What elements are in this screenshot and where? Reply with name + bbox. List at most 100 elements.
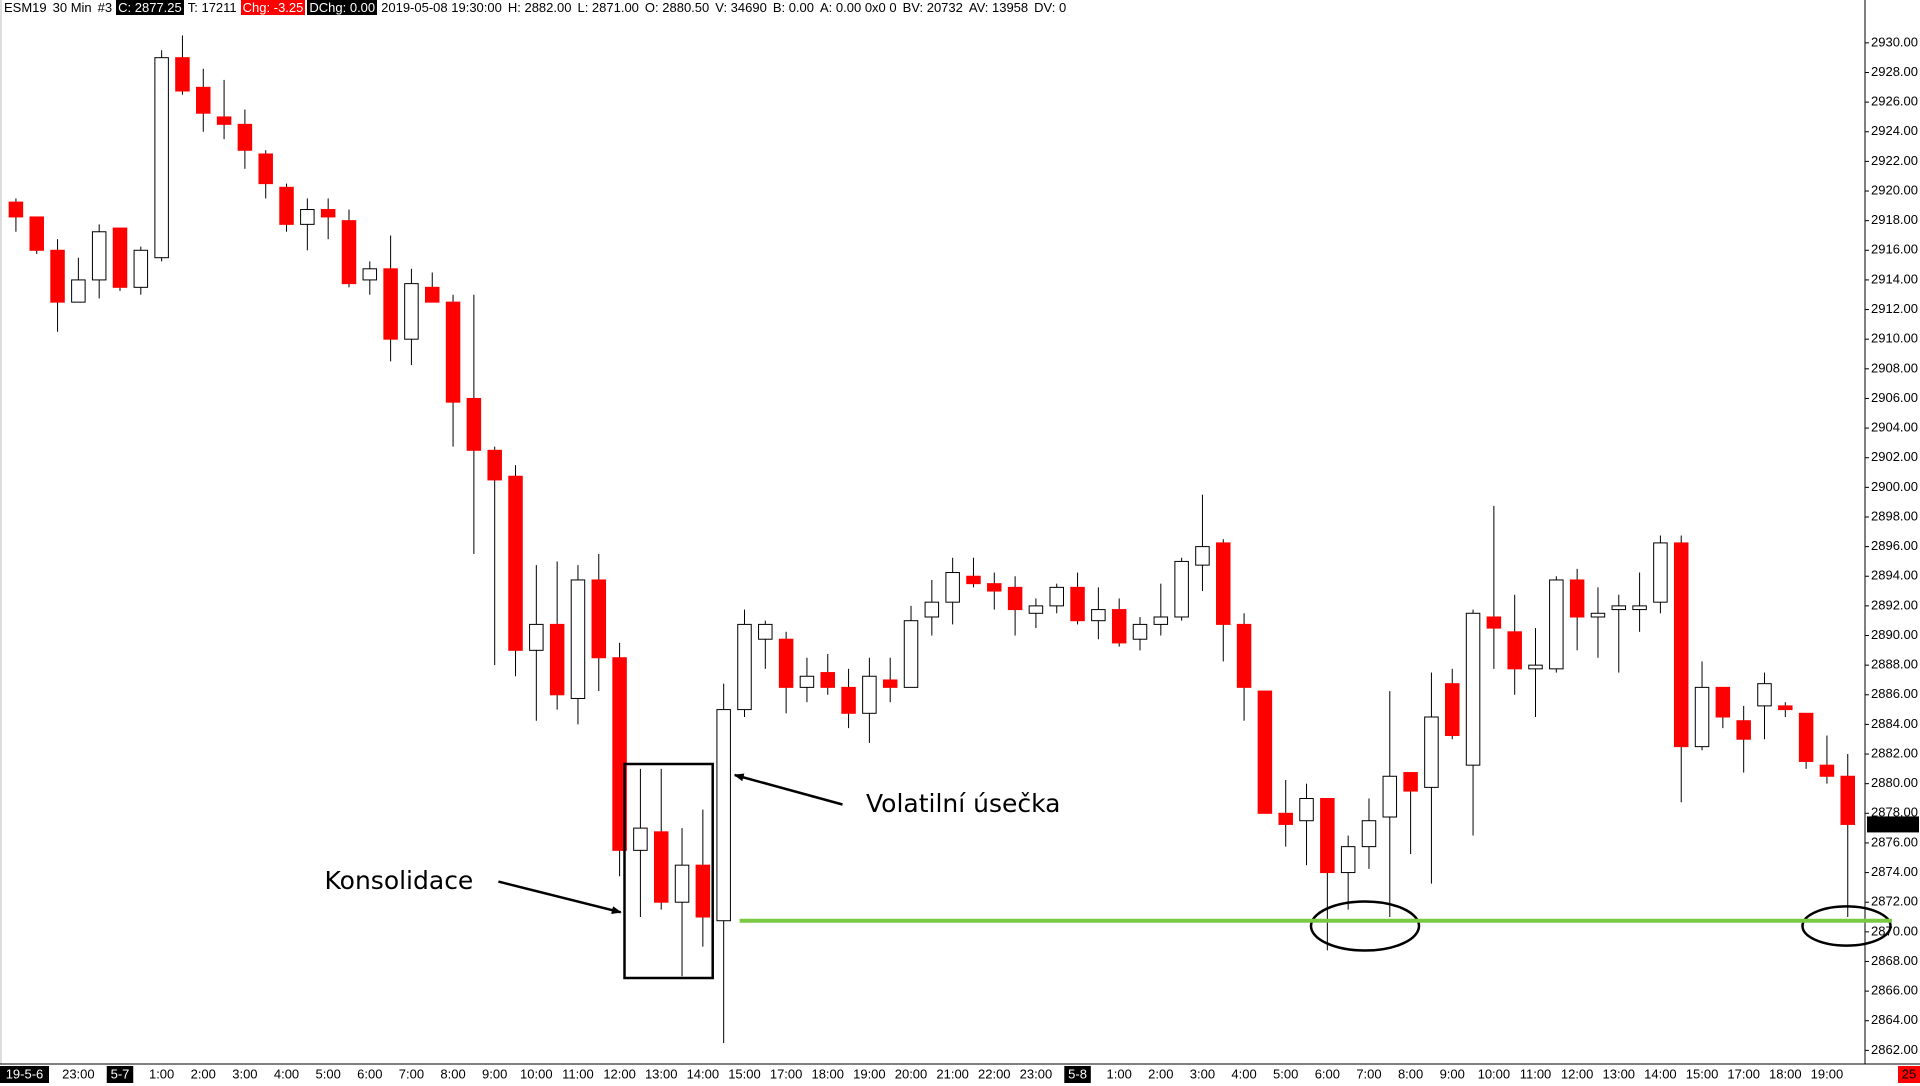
candle-body <box>987 583 1002 592</box>
candle-body <box>1757 683 1772 707</box>
x-tick-label: 19-5-6 <box>6 1066 44 1081</box>
candle-body <box>1174 560 1189 618</box>
candle-body <box>300 209 315 225</box>
candle-body <box>1778 705 1793 711</box>
candle-body <box>71 279 86 303</box>
candle-body <box>175 57 190 92</box>
candle-body <box>466 397 482 451</box>
date-label-box <box>1064 1066 1091 1083</box>
candle-body <box>487 449 502 481</box>
x-tick-label: 1:00 <box>149 1066 174 1081</box>
x-tick-label: 1:00 <box>1107 1066 1132 1081</box>
candle-body <box>8 201 24 218</box>
info-field: O: 2880.50 <box>644 0 710 15</box>
y-tick-label: 2926.00 <box>1871 94 1918 109</box>
y-tick-label: 2894.00 <box>1871 568 1918 583</box>
candle-body <box>799 675 815 688</box>
x-tick-label: 14:00 <box>687 1066 720 1081</box>
info-field: T: 17211 <box>187 0 237 15</box>
candle-body <box>1528 664 1543 670</box>
y-tick-label: 2900.00 <box>1871 479 1918 494</box>
info-field: DV: 0 <box>1034 0 1067 15</box>
x-tick-label: 14:00 <box>1644 1066 1677 1081</box>
y-tick-label: 2924.00 <box>1871 123 1918 138</box>
candle-body <box>1507 631 1522 670</box>
candle-body <box>1653 542 1668 603</box>
candle-body <box>1028 605 1044 614</box>
y-tick-label: 2906.00 <box>1871 390 1918 405</box>
x-tick-label: 7:00 <box>1356 1066 1381 1081</box>
time-marker-box <box>1898 1066 1920 1083</box>
x-tick-label: 6:00 <box>1315 1066 1340 1081</box>
x-tick-label: 17:00 <box>770 1066 803 1081</box>
candle-body <box>1132 623 1148 640</box>
candle-body <box>445 301 461 403</box>
y-tick-label: 2874.00 <box>1871 864 1918 879</box>
candle-body <box>154 57 169 259</box>
x-tick-label: 8:00 <box>1398 1066 1423 1081</box>
candle-body <box>1382 775 1398 818</box>
candle-body <box>570 579 586 699</box>
candle-body <box>237 123 253 151</box>
consolidation-box <box>623 762 714 980</box>
x-tick-label: 5:00 <box>316 1066 341 1081</box>
candle-body <box>1840 775 1856 825</box>
info-field: Chg: -3.25 <box>240 0 306 15</box>
highlight-ellipse <box>1309 900 1421 952</box>
y-tick-label: 2912.00 <box>1871 301 1918 316</box>
y-tick-label: 2886.00 <box>1871 686 1918 701</box>
y-tick-label: 2910.00 <box>1871 331 1918 346</box>
candle-body <box>1278 812 1293 825</box>
highlight-ellipse <box>1801 905 1892 947</box>
info-field: AV: 13958 <box>968 0 1029 15</box>
x-tick-label: 4:00 <box>274 1066 299 1081</box>
candle-body <box>1070 586 1085 622</box>
candle-body <box>633 827 648 851</box>
last-price-marker <box>1867 816 1919 833</box>
candle-body <box>529 623 544 651</box>
candle-body <box>341 220 357 285</box>
info-field: 2019-05-08 19:30:00 <box>381 0 502 15</box>
y-tick-label: 2916.00 <box>1871 242 1918 257</box>
candle-body <box>258 153 273 185</box>
candle-body <box>1236 623 1252 688</box>
candle-body <box>279 186 294 225</box>
candle-body <box>758 623 773 640</box>
candle-body <box>716 709 731 922</box>
x-tick-label: 4:00 <box>1231 1066 1256 1081</box>
annotation-text: Volatilní úsečka <box>866 789 1061 818</box>
y-tick-label: 2904.00 <box>1871 420 1918 435</box>
candle-body <box>966 575 981 585</box>
candle-body <box>1195 546 1210 566</box>
candle-body <box>737 623 752 711</box>
y-tick-label: 2868.00 <box>1871 953 1918 968</box>
x-tick-label: 19:00 <box>853 1066 886 1081</box>
candle-body <box>1444 683 1460 737</box>
y-tick-label: 2872.00 <box>1871 894 1918 909</box>
candle-body <box>549 623 565 696</box>
candle-body <box>1340 846 1356 874</box>
x-tick-label: 7:00 <box>399 1066 424 1081</box>
candle-body <box>924 601 940 618</box>
x-tick-label: 12:00 <box>1561 1066 1594 1081</box>
y-tick-label: 2918.00 <box>1871 212 1918 227</box>
annotation-arrow <box>733 773 843 806</box>
y-tick-label: 2922.00 <box>1871 153 1918 168</box>
candle-body <box>1632 605 1647 611</box>
candle-body <box>1715 686 1731 718</box>
info-field: C: 2877.25 <box>116 0 184 15</box>
candle-body <box>653 831 669 903</box>
candle-body <box>1465 612 1481 766</box>
y-tick-label: 2896.00 <box>1871 538 1918 553</box>
candle-body <box>1694 686 1710 748</box>
info-field: 30 Min <box>52 0 92 15</box>
y-tick-label: 2888.00 <box>1871 657 1918 672</box>
candle-body <box>1153 616 1169 625</box>
x-tick-label: 13:00 <box>645 1066 678 1081</box>
y-tick-label: 2930.00 <box>1871 34 1918 49</box>
info-field: BV: 20732 <box>902 0 963 15</box>
y-tick-label: 2866.00 <box>1871 983 1918 998</box>
candle-body <box>1673 542 1689 748</box>
candle-body <box>1590 612 1606 618</box>
